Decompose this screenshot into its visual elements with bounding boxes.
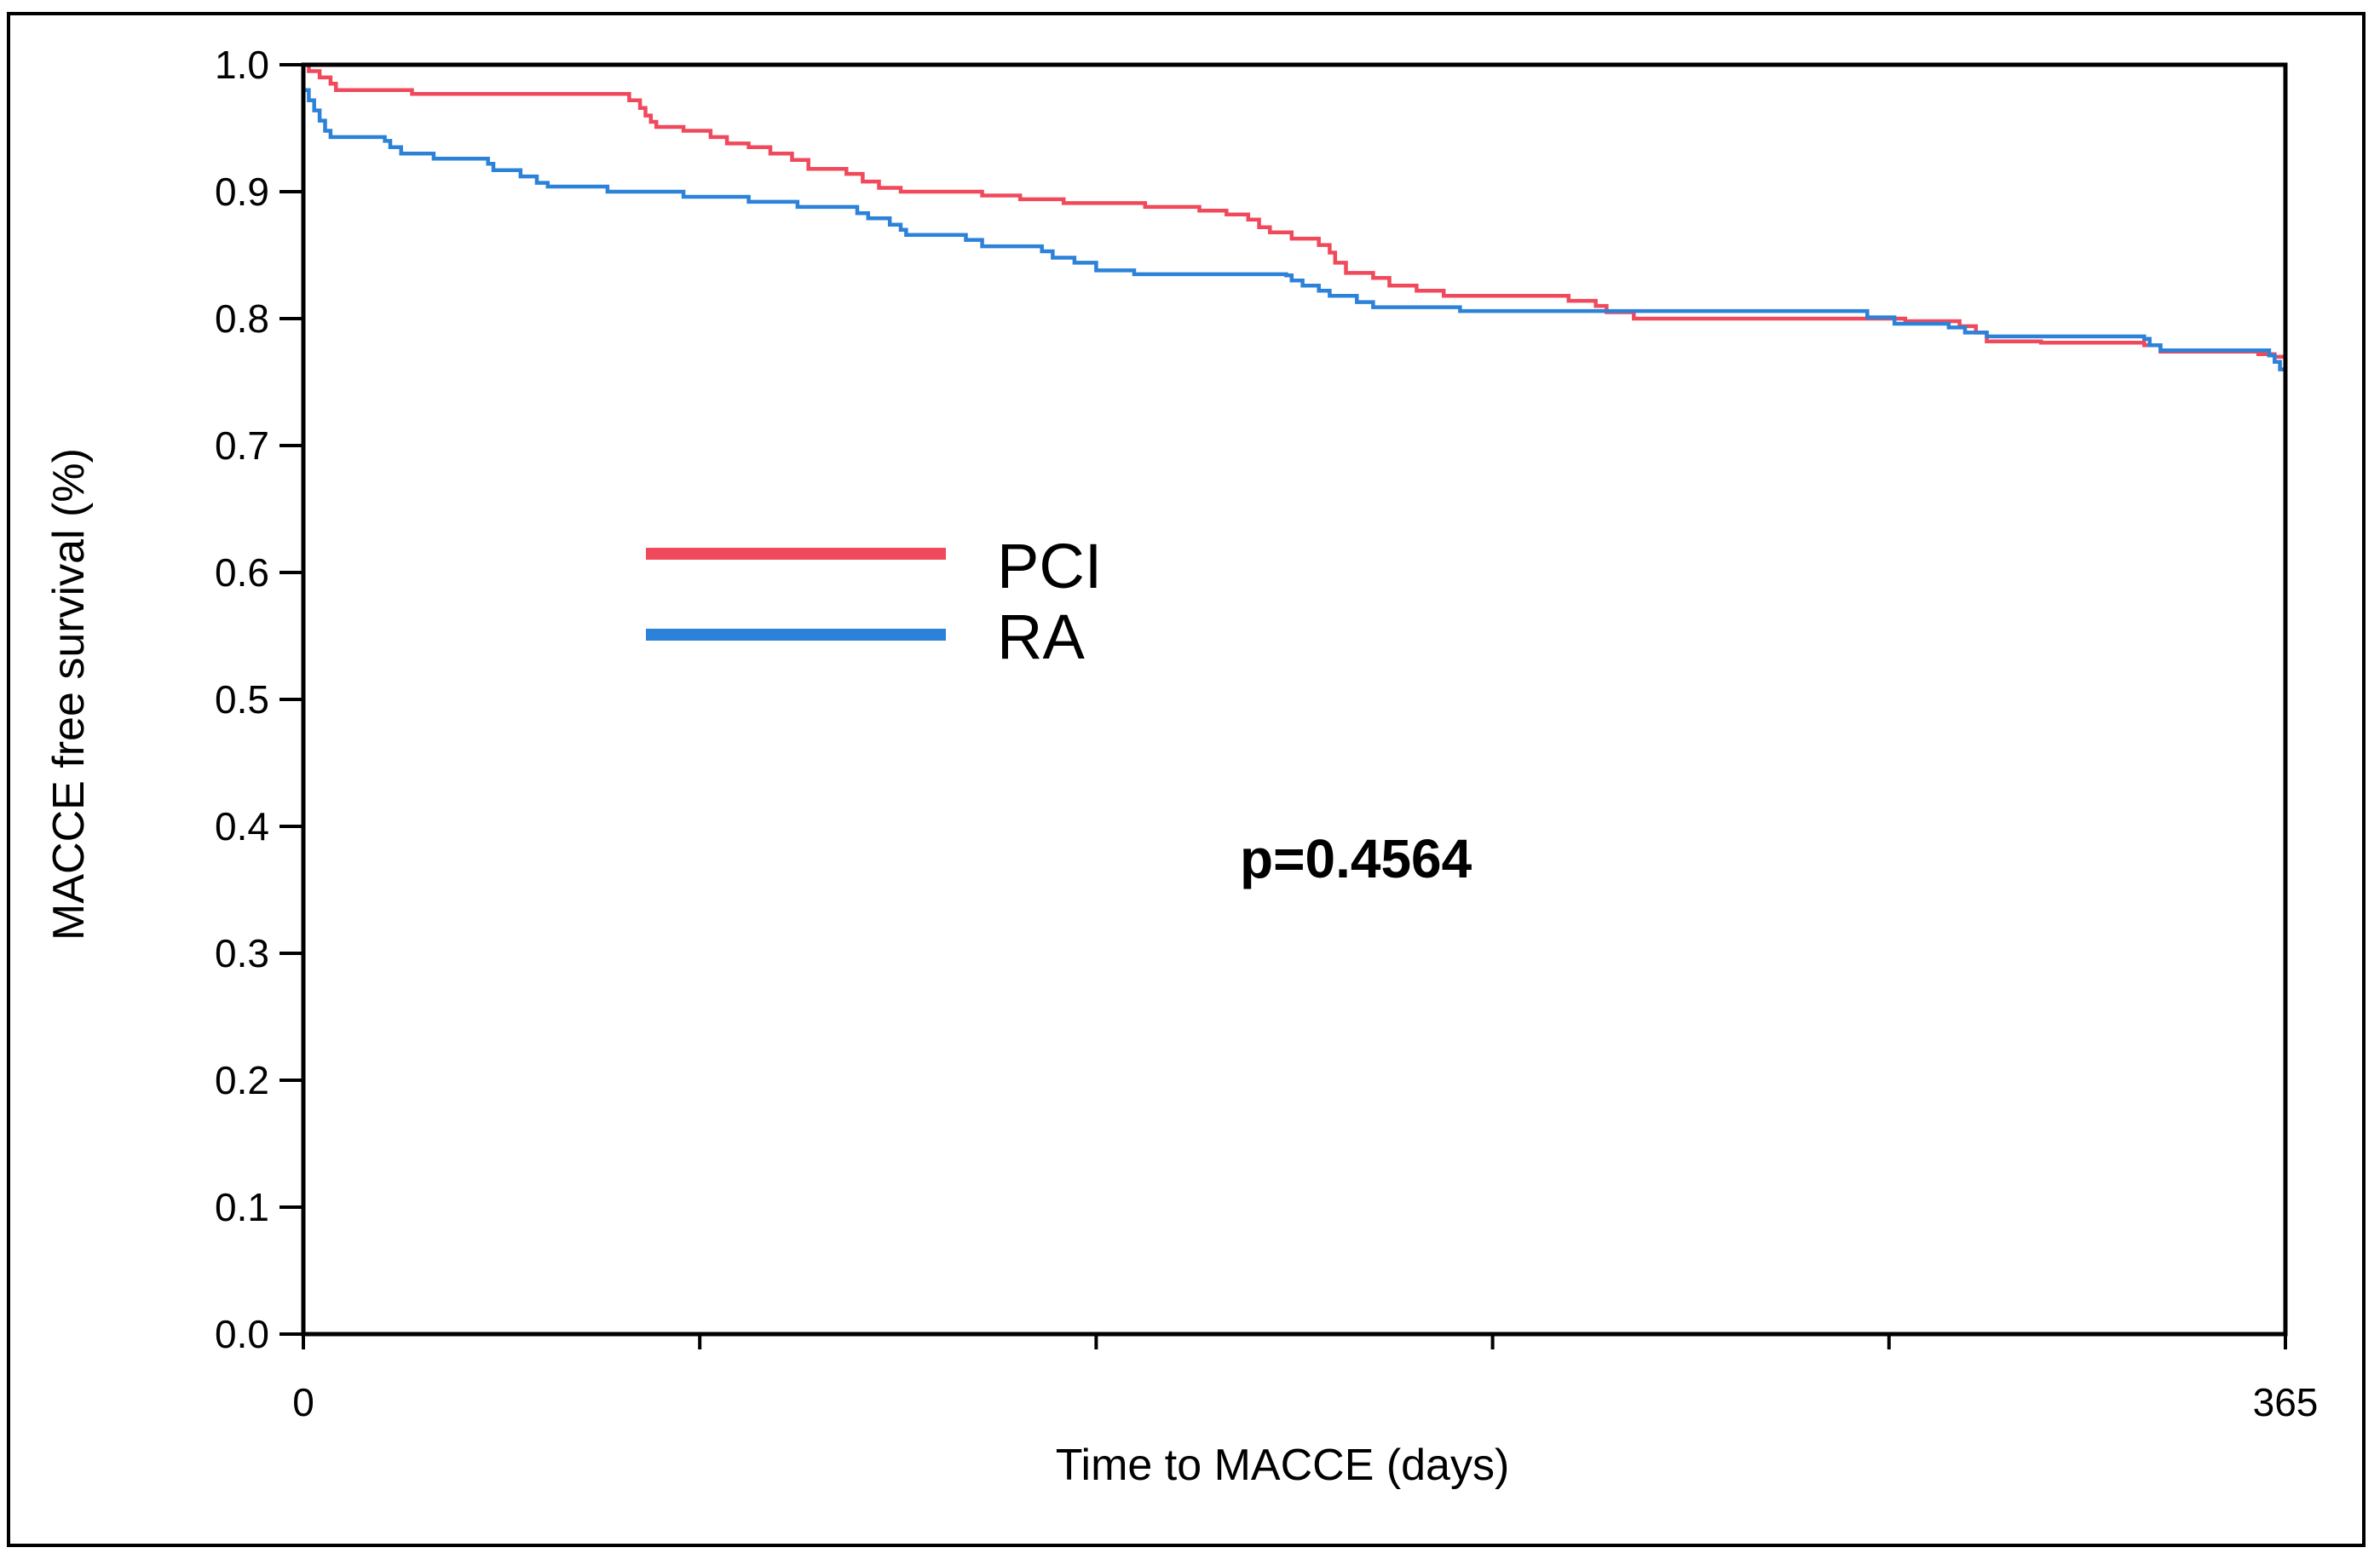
figure-border — [7, 12, 2366, 1547]
y-tick-label: 0.3 — [215, 931, 269, 975]
y-axis: 0.0 0.1 0.2 0.3 0.4 0.5 0.6 0.7 0.8 0.9 1.0 — [215, 43, 303, 1356]
x-tick-label: 0 — [292, 1380, 314, 1424]
x-axis: 0 365 — [292, 1334, 2318, 1424]
legend-label-pci: PCI — [997, 531, 1102, 601]
x-tick-label: 365 — [2253, 1380, 2319, 1424]
x-axis-title: Time to MACCE (days) — [1056, 1441, 1510, 1490]
y-tick-label: 0.6 — [215, 550, 269, 595]
y-axis-title: MACCE free survival (%) — [44, 448, 94, 941]
y-tick-label: 0.8 — [215, 296, 269, 341]
y-tick-label: 0.1 — [215, 1185, 269, 1229]
series-line-pci — [303, 62, 2288, 359]
y-tick-label: 0.2 — [215, 1058, 269, 1102]
y-tick-label: 0.5 — [215, 677, 269, 722]
y-tick-label: 0.7 — [215, 423, 269, 468]
y-tick-label: 0.9 — [215, 170, 269, 214]
legend-label-ra: RA — [997, 601, 1085, 672]
y-tick-label: 1.0 — [215, 43, 269, 87]
y-tick-label: 0.4 — [215, 804, 269, 849]
p-value-annotation: p=0.4564 — [1240, 828, 1472, 889]
plot-area — [301, 62, 2288, 1337]
survival-curves — [303, 62, 2288, 375]
series-line-ra — [303, 88, 2288, 375]
y-tick-label: 0.0 — [215, 1312, 269, 1356]
